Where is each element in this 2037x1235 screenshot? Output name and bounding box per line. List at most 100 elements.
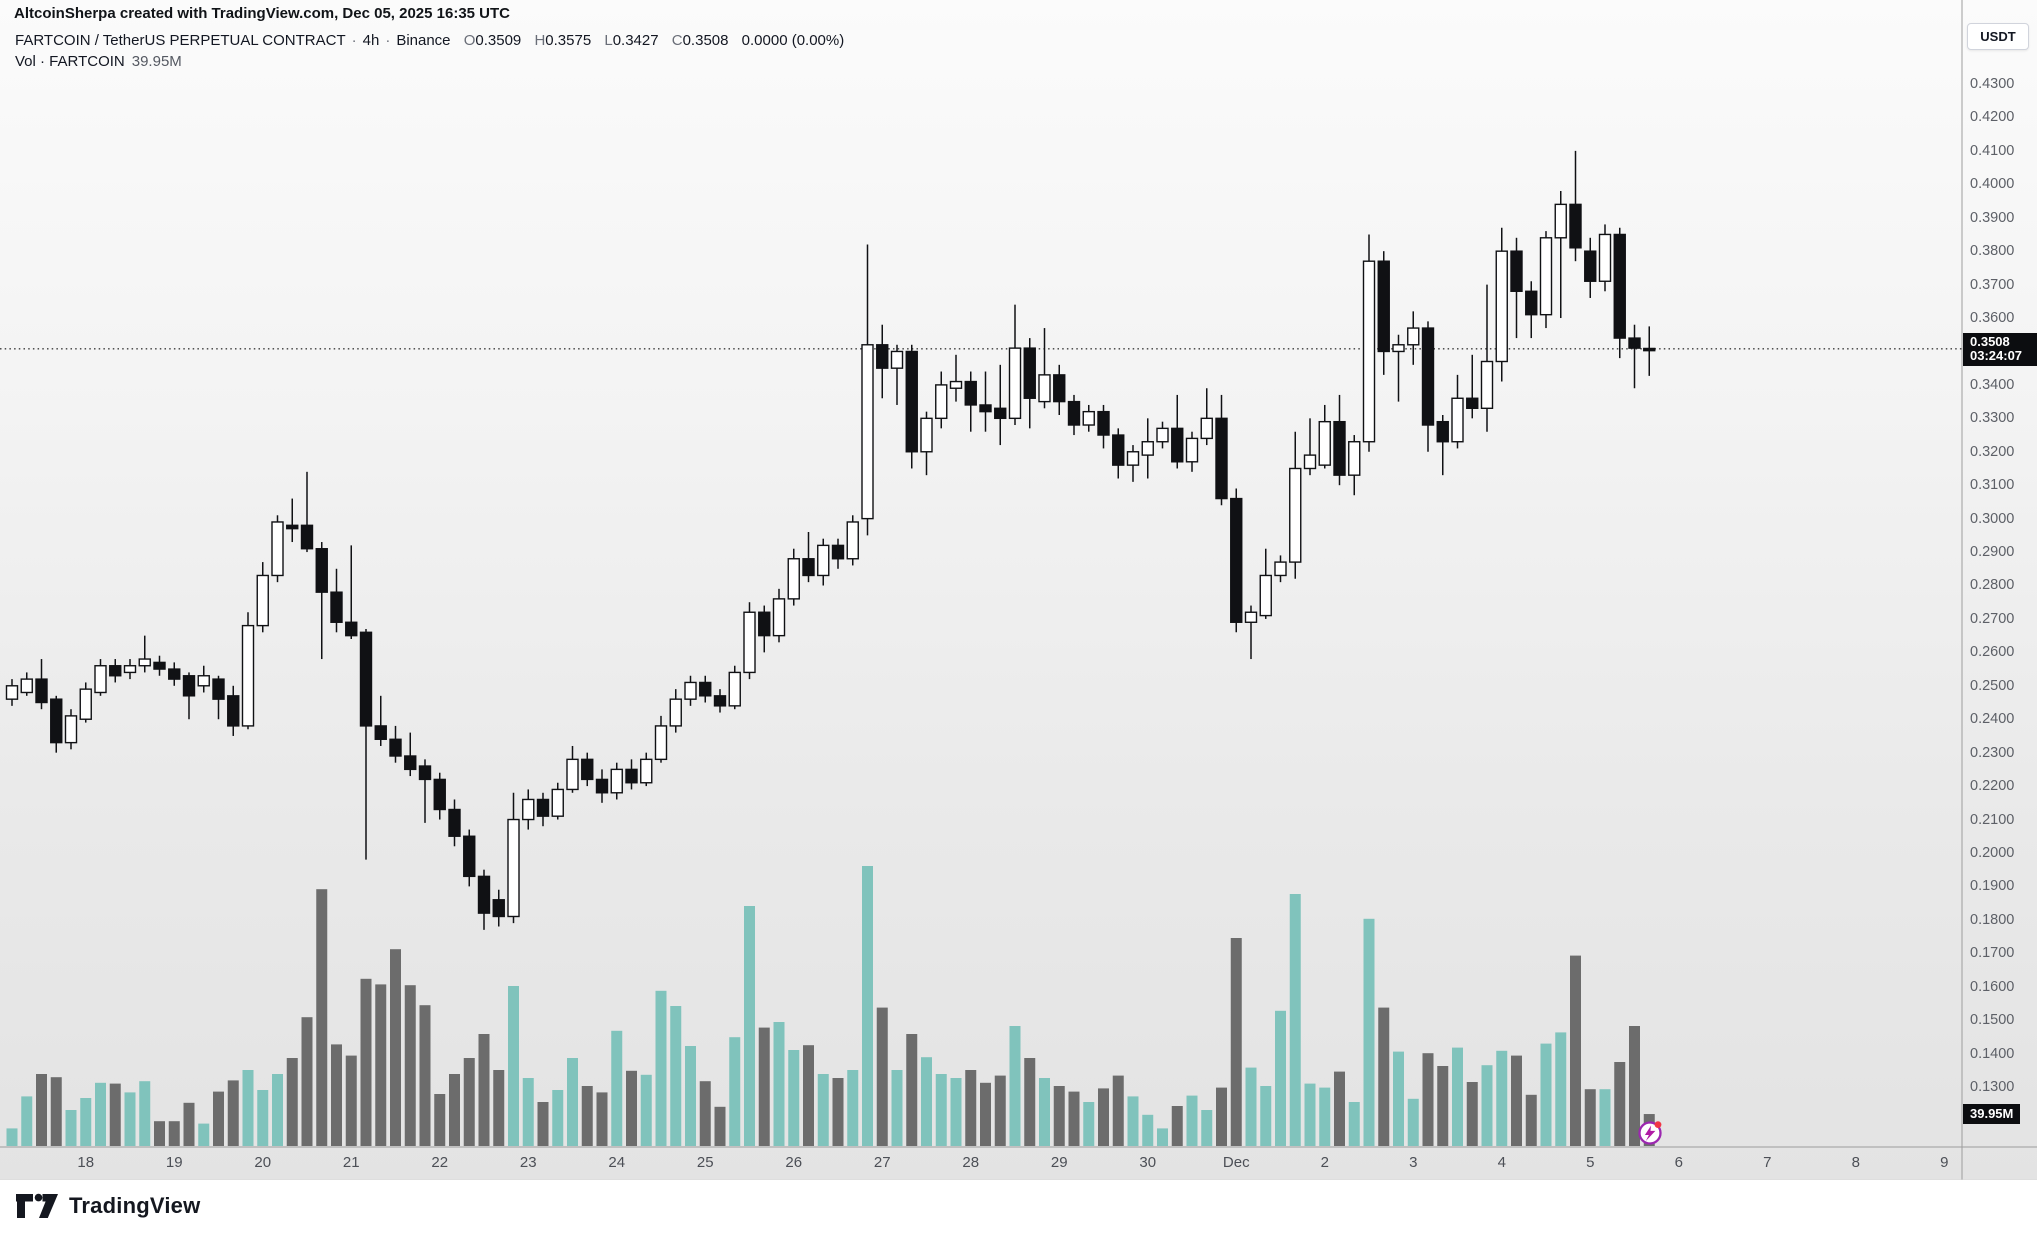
volume-bar — [1289, 894, 1301, 1146]
volume-bar — [611, 1030, 623, 1146]
volume-bar — [1112, 1075, 1124, 1146]
symbol-title[interactable]: FARTCOIN / TetherUS PERPETUAL CONTRACT — [15, 32, 346, 49]
volume-bar — [21, 1096, 33, 1146]
price-tick-label: 0.3300 — [1970, 410, 2015, 427]
time-tick-label: 9 — [1940, 1154, 1949, 1171]
chart-canvas[interactable] — [0, 0, 2037, 1180]
currency-button[interactable]: USDT — [1967, 23, 2029, 50]
volume-bar — [345, 1055, 357, 1146]
candle-up — [271, 521, 284, 577]
volume-bar — [773, 1022, 785, 1146]
volume-bar — [213, 1091, 224, 1146]
price-axis[interactable]: USDT 0.3508 03:24:07 39.95M 0.4300 0.4200… — [1963, 0, 2037, 1180]
volume-bar — [1570, 955, 1581, 1146]
price-tick-label: 0.3200 — [1970, 443, 2015, 460]
volume-bar — [581, 1086, 593, 1146]
volume-bar — [935, 1074, 947, 1146]
interval-value[interactable]: 4h — [362, 32, 380, 49]
candle-down — [1067, 400, 1081, 426]
volume-bar — [640, 1074, 652, 1146]
candle-down — [699, 681, 712, 697]
candle-up — [1554, 203, 1567, 239]
separator: · — [351, 32, 357, 49]
candle-down — [286, 524, 299, 530]
volume-bar — [847, 1070, 859, 1146]
volume-bar — [168, 1121, 180, 1146]
candle-up — [684, 681, 697, 700]
chart-background — [0, 0, 2037, 1180]
candle-down — [802, 558, 815, 577]
volume-bar — [242, 1070, 254, 1146]
candle-up — [1185, 437, 1199, 463]
volume-bar — [921, 1057, 932, 1146]
volume-bar — [699, 1081, 711, 1146]
volume-bar — [1599, 1089, 1611, 1146]
candle-up — [1362, 260, 1376, 443]
tradingview-logo[interactable]: TradingView — [14, 1191, 200, 1221]
volume-indicator-row: Vol · FARTCOIN 39.95M — [15, 52, 844, 71]
candle-up — [5, 685, 19, 700]
price-tick-label: 0.2400 — [1970, 711, 2015, 728]
time-tick-label: 18 — [77, 1154, 95, 1171]
volume-bar — [1422, 1053, 1434, 1146]
candle-down — [713, 695, 727, 707]
volume-bar — [906, 1034, 918, 1146]
volume-bar — [316, 889, 328, 1146]
candle-up — [846, 521, 859, 560]
change-value: 0.0000 (0.00%) — [741, 32, 845, 49]
price-tick-label: 0.3600 — [1970, 310, 2015, 327]
candle-up — [1495, 250, 1508, 363]
volume-bar — [449, 1074, 460, 1146]
volume-bar — [685, 1046, 696, 1146]
candle-down — [477, 875, 491, 914]
candle-down — [979, 404, 992, 413]
price-tick-label: 0.1300 — [1970, 1078, 2015, 1095]
price-tick-label: 0.3700 — [1970, 276, 2015, 293]
candle-up — [1598, 233, 1612, 282]
volume-bar — [965, 1070, 977, 1146]
candle-down — [831, 544, 845, 560]
candle-up — [1259, 574, 1272, 617]
candle-down — [905, 350, 918, 453]
high-value: H0.3575 — [534, 32, 592, 49]
candle-down — [1510, 250, 1523, 292]
exchange-name[interactable]: Binance — [396, 32, 451, 49]
volume-bar — [596, 1092, 608, 1146]
candle-up — [890, 350, 904, 369]
price-tick-label: 0.2600 — [1970, 644, 2015, 661]
candle-down — [1421, 327, 1435, 426]
tradingview-logo-icon — [16, 1193, 58, 1218]
price-tick-label: 0.2300 — [1970, 744, 2015, 761]
time-axis[interactable]: 18 19 20 21 22 23 24 25 26 27 28 29 30 Dec 2 3 4 5 6 7 8 9 — [0, 1147, 2037, 1180]
candle-down — [492, 899, 505, 918]
candle-down — [1643, 347, 1656, 352]
volume-bar — [817, 1074, 829, 1146]
volume-bar — [272, 1074, 283, 1146]
candle-down — [1377, 260, 1390, 353]
volume-bar — [744, 906, 755, 1146]
price-tick-label: 0.3800 — [1970, 243, 2015, 260]
volume-bar — [463, 1058, 475, 1146]
volume-bar — [1540, 1043, 1552, 1146]
volume-bar — [65, 1110, 77, 1146]
price-tick-label: 0.1500 — [1970, 1012, 2015, 1029]
candle-down — [153, 661, 166, 670]
time-tick-label: 28 — [962, 1154, 980, 1171]
candle-down — [212, 678, 225, 700]
volume-indicator-label[interactable]: Vol · FARTCOIN — [15, 53, 125, 70]
boost-lightning-icon[interactable] — [1638, 1121, 1662, 1145]
candle-up — [1480, 360, 1494, 410]
price-tick-label: 0.1800 — [1970, 911, 2015, 928]
candle-up — [241, 624, 255, 727]
candle-down — [581, 758, 594, 781]
volume-bar — [301, 1017, 313, 1146]
volume-bar — [522, 1078, 534, 1146]
candle-up — [566, 758, 579, 791]
time-tick-label: 2 — [1320, 1154, 1329, 1171]
time-tick-label: 27 — [873, 1154, 891, 1171]
price-tick-label: 0.3400 — [1970, 376, 2015, 393]
candle-up — [64, 715, 78, 744]
volume-bar — [1584, 1089, 1596, 1146]
candle-down — [374, 725, 387, 740]
candle-up — [79, 688, 92, 720]
